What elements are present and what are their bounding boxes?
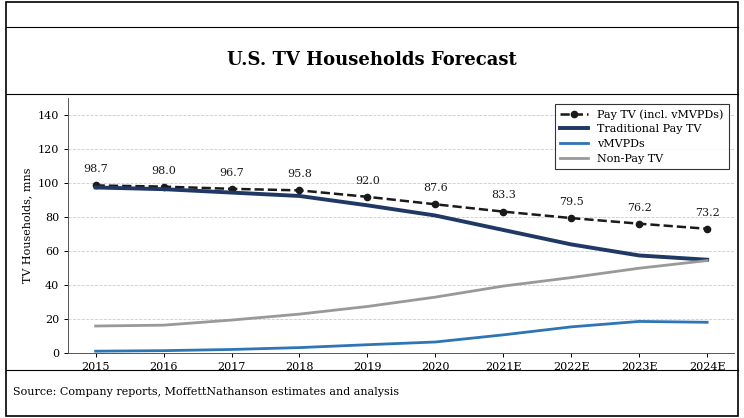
- vMVPDs: [567, 324, 576, 329]
- Text: U.S. TV Households Forecast: U.S. TV Households Forecast: [227, 51, 517, 69]
- Non-Pay TV: [227, 318, 236, 323]
- vMVPDs: [635, 319, 644, 324]
- Non-Pay TV: [498, 283, 507, 288]
- vMVPDs: [295, 345, 304, 350]
- Non-Pay TV: [92, 324, 100, 329]
- Text: 95.8: 95.8: [287, 169, 312, 179]
- Traditional Pay TV: [363, 203, 372, 208]
- Text: 96.7: 96.7: [219, 168, 244, 178]
- Legend: Pay TV (incl. vMVPDs), Traditional Pay TV, vMVPDs, Non-Pay TV: Pay TV (incl. vMVPDs), Traditional Pay T…: [554, 104, 729, 169]
- Pay TV (incl. vMVPDs): [498, 209, 507, 214]
- Non-Pay TV: [159, 323, 168, 328]
- vMVPDs: [498, 332, 507, 337]
- Text: 92.0: 92.0: [355, 176, 380, 186]
- Traditional Pay TV: [159, 187, 168, 192]
- Non-Pay TV: [702, 258, 711, 263]
- Pay TV (incl. vMVPDs): [635, 221, 644, 226]
- Non-Pay TV: [431, 295, 440, 300]
- Pay TV (incl. vMVPDs): [295, 188, 304, 193]
- Pay TV (incl. vMVPDs): [92, 183, 100, 188]
- Traditional Pay TV: [702, 257, 711, 262]
- Y-axis label: TV Households, mns: TV Households, mns: [22, 168, 33, 283]
- Text: 98.7: 98.7: [83, 164, 108, 174]
- Traditional Pay TV: [431, 213, 440, 218]
- Traditional Pay TV: [498, 227, 507, 232]
- Pay TV (incl. vMVPDs): [567, 216, 576, 221]
- vMVPDs: [702, 320, 711, 325]
- Line: vMVPDs: vMVPDs: [96, 321, 707, 351]
- Pay TV (incl. vMVPDs): [227, 186, 236, 191]
- Text: 98.0: 98.0: [151, 166, 176, 176]
- Text: 73.2: 73.2: [695, 208, 719, 218]
- Traditional Pay TV: [567, 242, 576, 247]
- Pay TV (incl. vMVPDs): [159, 184, 168, 189]
- Line: Pay TV (incl. vMVPDs): Pay TV (incl. vMVPDs): [92, 182, 711, 232]
- Non-Pay TV: [363, 304, 372, 309]
- Text: 83.3: 83.3: [491, 191, 516, 201]
- Pay TV (incl. vMVPDs): [363, 194, 372, 199]
- Non-Pay TV: [635, 266, 644, 271]
- Traditional Pay TV: [92, 185, 100, 190]
- Traditional Pay TV: [227, 190, 236, 195]
- Pay TV (incl. vMVPDs): [702, 226, 711, 231]
- Line: Traditional Pay TV: Traditional Pay TV: [96, 187, 707, 260]
- vMVPDs: [227, 347, 236, 352]
- vMVPDs: [431, 339, 440, 344]
- Line: Non-Pay TV: Non-Pay TV: [96, 260, 707, 326]
- Pay TV (incl. vMVPDs): [431, 202, 440, 207]
- vMVPDs: [159, 348, 168, 353]
- Text: 76.2: 76.2: [627, 203, 652, 213]
- Text: 87.6: 87.6: [423, 183, 448, 193]
- Non-Pay TV: [295, 311, 304, 316]
- vMVPDs: [363, 342, 372, 347]
- Traditional Pay TV: [295, 194, 304, 199]
- Text: 79.5: 79.5: [559, 197, 583, 207]
- Non-Pay TV: [567, 275, 576, 280]
- vMVPDs: [92, 349, 100, 354]
- Text: Source: Company reports, MoffettNathanson estimates and analysis: Source: Company reports, MoffettNathanso…: [13, 387, 400, 397]
- Traditional Pay TV: [635, 253, 644, 258]
